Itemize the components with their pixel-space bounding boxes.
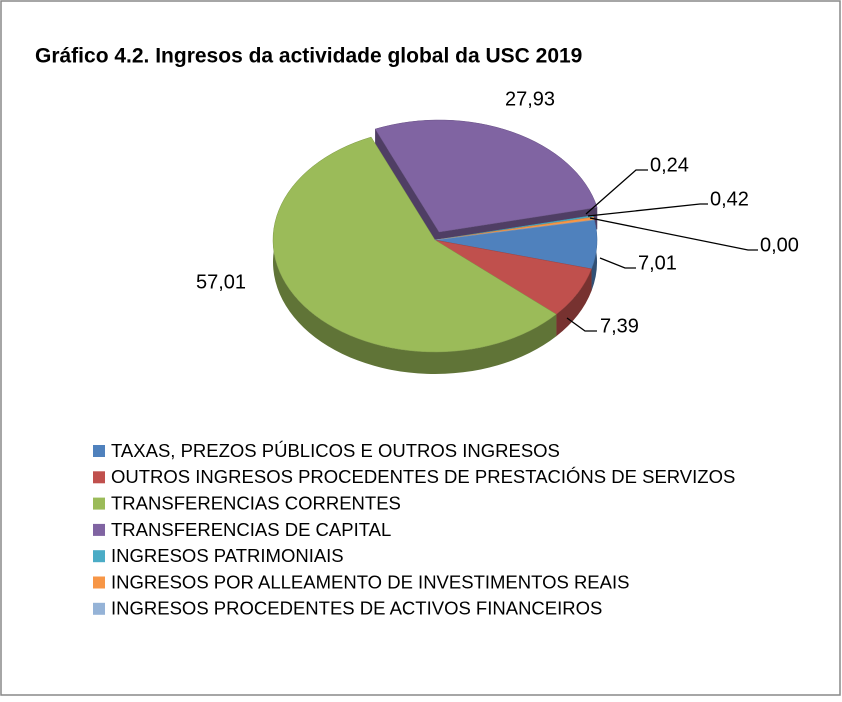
legend-swatch xyxy=(93,602,105,615)
legend-label: OUTROS INGRESOS PROCEDENTES DE PRESTACIÓ… xyxy=(111,466,735,487)
data-label: 27,93 xyxy=(505,88,555,110)
data-label: 0,00 xyxy=(760,234,799,256)
slice xyxy=(374,119,598,233)
legend-label: INGRESOS PROCEDENTES DE ACTIVOS FINANCEI… xyxy=(111,598,602,619)
slice-side xyxy=(273,137,557,374)
leader-line xyxy=(585,169,648,215)
legend-swatch xyxy=(93,497,105,510)
legend-swatch xyxy=(93,550,105,563)
legend-swatch xyxy=(93,471,105,484)
legend-label: TRANSFERENCIAS CORRENTES xyxy=(111,492,401,513)
legend-swatch xyxy=(93,523,105,536)
legend-label: INGRESOS PATRIMONIAIS xyxy=(111,545,344,566)
data-label: 7,01 xyxy=(638,252,677,274)
leader-line xyxy=(599,257,636,269)
legend-label: INGRESOS POR ALLEAMENTO DE INVESTIMENTOS… xyxy=(111,571,629,592)
data-label: 0,42 xyxy=(710,188,749,210)
legend-swatch xyxy=(93,576,105,589)
leader-line xyxy=(566,317,597,332)
slice-side xyxy=(556,268,592,337)
legend-label: TRANSFERENCIAS DE CAPITAL xyxy=(111,519,391,540)
slice xyxy=(272,136,557,353)
data-label: 57,01 xyxy=(196,271,246,293)
leader-line xyxy=(587,203,708,217)
slice xyxy=(434,219,595,241)
legend-label: TAXAS, PREZOS PÚBLICOS E OUTROS INGRESOS xyxy=(111,440,560,461)
leader-line xyxy=(589,217,758,251)
legend-swatch xyxy=(93,445,105,457)
chart-title: Gráfico 4.2. Ingresos da actividade glob… xyxy=(35,45,582,68)
slice-side xyxy=(375,129,598,254)
data-label: 7,39 xyxy=(600,315,639,337)
data-label: 0,24 xyxy=(650,154,689,176)
